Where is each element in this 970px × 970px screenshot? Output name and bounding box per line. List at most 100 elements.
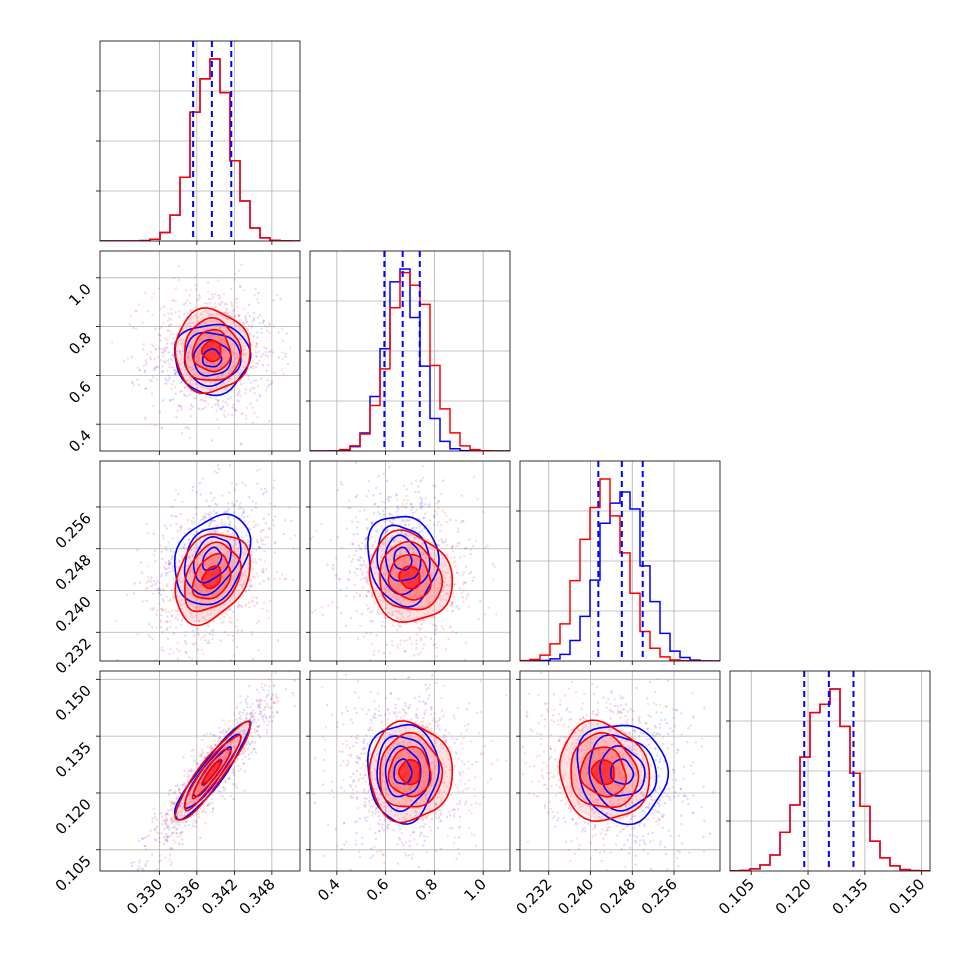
scatter-point [214,593,217,596]
scatter-point [408,638,411,641]
scatter-point [229,659,232,661]
scatter-point [165,834,169,837]
scatter-point [252,365,255,368]
scatter-point [176,613,179,617]
scatter-point [227,539,231,542]
scatter-point [274,695,278,699]
scatter-point [403,532,406,536]
scatter-point [404,650,407,653]
scatter-point [382,513,385,516]
scatter-point [436,524,439,527]
scatter-point [402,498,406,502]
scatter-point [409,508,413,512]
scatter-point [382,541,386,544]
scatter-point [464,787,467,791]
scatter-point [459,742,463,745]
scatter-point [235,786,239,789]
scatter-point [176,493,180,496]
scatter-point [246,695,249,698]
scatter-point [154,829,157,832]
scatter-point [406,751,409,755]
scatter-point [180,408,183,411]
scatter-point [170,342,173,346]
scatter-point [343,821,346,825]
scatter-point [236,351,239,355]
scatter-point [226,750,229,754]
scatter-point [178,788,181,791]
scatter-point [446,591,449,595]
scatter-point [439,493,443,496]
scatter-point [191,642,194,646]
scatter-point [395,506,399,509]
scatter-point [208,564,211,567]
scatter-point [365,797,368,801]
scatter-point [198,352,201,355]
scatter-point [144,587,148,591]
scatter-point [402,562,406,565]
scatter-point [191,485,195,489]
scatter-point [253,379,256,383]
scatter-point [226,352,230,355]
scatter-point [169,358,173,361]
scatter-point [422,716,425,720]
scatter-point [382,652,386,655]
scatter-point [236,306,239,309]
scatter-point [152,366,156,370]
scatter-point [220,730,223,734]
scatter-point [212,733,215,736]
scatter-point [179,624,183,627]
scatter-point [259,710,263,713]
scatter-point [175,648,179,651]
plot-area [310,461,510,661]
scatter-point [201,601,204,604]
scatter-point [429,573,432,576]
scatter-point [179,350,182,354]
contour-series-0 [201,348,223,368]
scatter-point [314,609,317,612]
scatter-point [176,641,179,645]
scatter-point [231,313,234,316]
scatter-point [279,297,282,301]
scatter-point [190,378,194,382]
scatter-point [382,763,386,767]
scatter-point [267,384,271,387]
scatter-point [420,498,424,501]
scatter-point [204,601,207,604]
scatter-point [408,787,412,790]
scatter-point [399,540,402,543]
scatter-point [419,480,422,483]
scatter-point [174,822,178,826]
scatter-point [361,563,364,567]
scatter-point [364,576,367,579]
scatter-point [415,801,418,804]
scatter-point [158,836,161,840]
scatter-point [239,501,242,505]
scatter-point [232,403,235,407]
scatter-point [161,630,164,634]
scatter-point [276,639,280,642]
scatter-point [255,354,258,358]
scatter-point [257,733,260,737]
scatter-point [183,531,186,535]
scatter-point [249,706,252,709]
y-tick-label: 0.6 [65,377,95,407]
scatter-point [244,484,247,487]
scatter-point [304,356,306,358]
scatter-point [265,702,269,706]
scatter-point [184,634,187,637]
scatter-point [349,616,353,620]
scatter-point [222,405,225,408]
scatter-point [465,729,468,732]
scatter-point [341,750,344,753]
scatter-point [172,596,175,599]
scatter-point [223,603,226,606]
contour-series-1 [379,540,444,611]
scatter-point [170,588,173,592]
scatter-point [313,801,316,804]
scatter-point [165,568,168,571]
scatter-point [204,512,207,515]
scatter-point [217,789,220,793]
scatter-point [175,797,178,800]
scatter-point [430,595,434,599]
scatter-point [457,807,460,811]
